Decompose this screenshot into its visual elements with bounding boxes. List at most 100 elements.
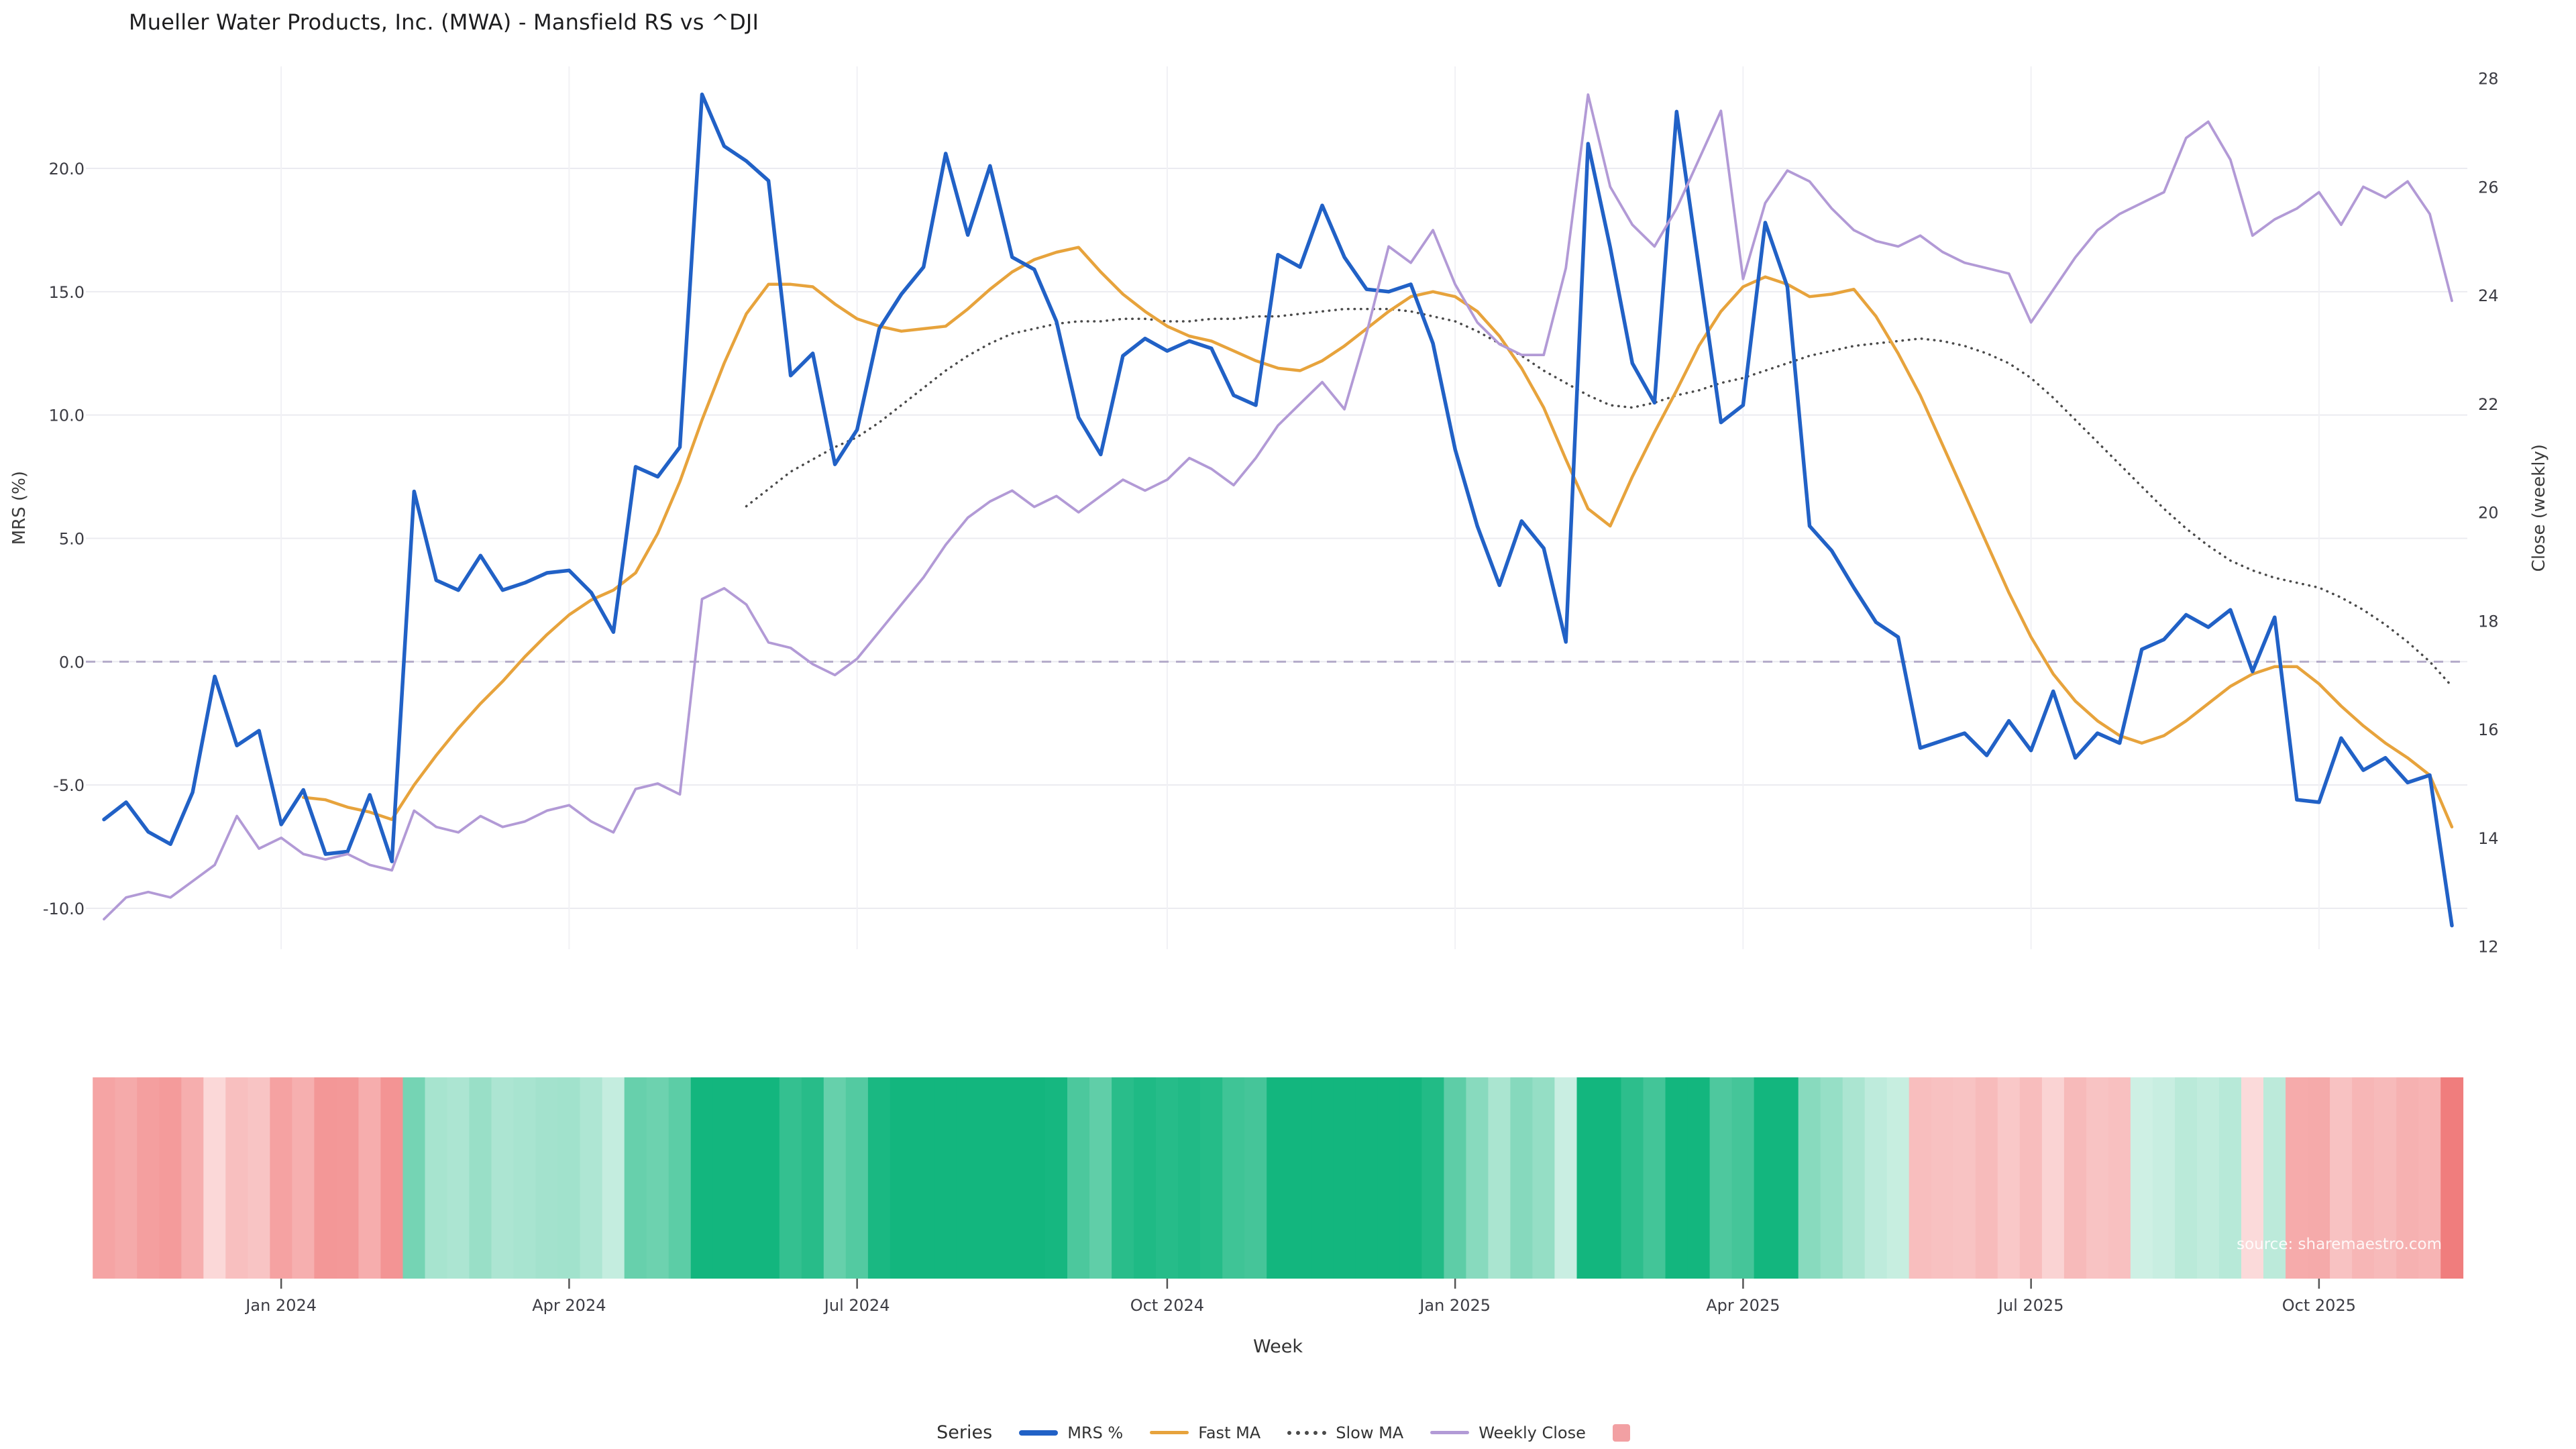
fast-ma-line-swatch [1150,1431,1189,1434]
heatmap-cell [668,1077,692,1279]
heatmap-cell [2241,1077,2264,1279]
heatmap-cell [159,1077,182,1279]
heatmap-cell [2063,1077,2087,1279]
y-right-tick-label: 28 [2478,70,2499,89]
y-right-axis-title: Close (weekly) [2529,443,2549,572]
legend-item-weekly-close[interactable]: Weekly Close [1430,1424,1586,1442]
legend-item-slow-ma[interactable]: Slow MA [1287,1424,1403,1442]
slow-ma-line-swatch [1287,1430,1327,1435]
heatmap-cell [2286,1077,2308,1279]
heatmap-cell [890,1077,913,1279]
y-left-tick-label: 15.0 [49,283,85,302]
heatmap-cell [912,1077,935,1279]
heatmap-cell [1023,1077,1046,1279]
heatmap-cell [181,1077,205,1279]
heatmap-cell [1200,1077,1223,1279]
legend-item-label: Slow MA [1336,1423,1404,1442]
heatmap-cell [358,1077,382,1279]
heatmap-cell [1333,1077,1356,1279]
heatmap-cell [1554,1077,1578,1279]
h-gridlines [86,168,2467,910]
legend-item-label: Weekly Close [1479,1423,1586,1442]
heatmap-cell [1311,1077,1334,1279]
y-left-tick-label: 5.0 [59,530,85,549]
series-line-fast-ma [301,246,2454,828]
y-left-axis-title: MRS (%) [9,470,30,545]
heatmap-cell [2086,1077,2109,1279]
heatmap-cell [1776,1077,1799,1279]
heatmap-cell [1510,1077,1534,1279]
heatmap-cell [580,1077,603,1279]
x-tick-label: Oct 2024 [1130,1296,1204,1315]
heatmap-cell [1156,1077,1179,1279]
heatmap-cell [1798,1077,1821,1279]
series-line-mrs- [102,92,2454,928]
heatmap-cell [1886,1077,1910,1279]
heatmap-cell [934,1077,957,1279]
heatmap-cell [1067,1077,1090,1279]
heatmap-cell [624,1077,647,1279]
y-right-tick-label: 18 [2478,612,2499,631]
mrs-line-swatch [1019,1430,1059,1436]
heatmap-cell [690,1077,714,1279]
heatmap-cell [2130,1077,2153,1279]
heatmap-cell [956,1077,979,1279]
heatmap-strip [93,1077,2464,1279]
x-tick-label: Apr 2024 [532,1296,606,1315]
heatmap-cell [2219,1077,2242,1279]
series-lines [102,92,2454,928]
heatmap-cell [1975,1077,1998,1279]
y-right-tick-label: 22 [2478,395,2499,414]
x-tick-label: Jan 2025 [1418,1296,1491,1315]
y-right-tick-label: 16 [2478,720,2499,739]
heatmap-cell [402,1077,426,1279]
x-tick-label: Jul 2025 [1997,1296,2064,1315]
series-line-weekly-close [103,93,2453,921]
y-right-tick-label: 24 [2478,286,2499,305]
heatmap-cell [1864,1077,1888,1279]
heatmap-cell [867,1077,891,1279]
heatmap-cell [1842,1077,1866,1279]
x-tick-marks [280,1279,2320,1289]
legend-item-label: Fast MA [1198,1423,1261,1442]
x-tick-label: Apr 2025 [1706,1296,1780,1315]
heatmap-cell [1754,1077,1777,1279]
heatmap-cell [1045,1077,1068,1279]
legend-item-mrs[interactable]: MRS % [1019,1424,1123,1442]
heatmap-cell [779,1077,802,1279]
heatmap-cell [712,1077,736,1279]
heatmap-cell [513,1077,537,1279]
x-axis-title: Week [1253,1336,1303,1357]
heatmap-cell [757,1077,780,1279]
chart-title: Mueller Water Products, Inc. (MWA) - Man… [129,9,759,35]
heatmap-cell [823,1077,847,1279]
y-right-tick-label: 14 [2478,829,2499,848]
heatmap-cell [1488,1077,1511,1279]
heatmap-cell [2418,1077,2442,1279]
heatmap-cell [1421,1077,1445,1279]
heatmap-cell [1621,1077,1644,1279]
heatmap-cell [646,1077,669,1279]
heatmap-cell [2108,1077,2131,1279]
heatmap-cell [1244,1077,1268,1279]
heatmap-cell [1953,1077,1976,1279]
heatmap-cell [1820,1077,1843,1279]
heatmap-cell [447,1077,470,1279]
heatmap-cell [1687,1077,1711,1279]
legend-item-heatmap[interactable] [1612,1424,1640,1442]
heatmap-cell [93,1077,116,1279]
heatmap-cell [2352,1077,2375,1279]
source-watermark: source: sharemaestro.com [2237,1236,2442,1253]
heatmap-cell [1665,1077,1688,1279]
heatmap-cell [1089,1077,1112,1279]
y-left-tick-label: -5.0 [53,776,85,795]
legend-item-label: MRS % [1067,1423,1124,1442]
y-right-tick-label: 12 [2478,938,2499,957]
heatmap-cell [469,1077,492,1279]
legend-item-fast-ma[interactable]: Fast MA [1150,1424,1260,1442]
heatmap-cell [314,1077,337,1279]
heatmap-cell [1709,1077,1733,1279]
heatmap-cell [979,1077,1002,1279]
heatmap-cell [2263,1077,2286,1279]
